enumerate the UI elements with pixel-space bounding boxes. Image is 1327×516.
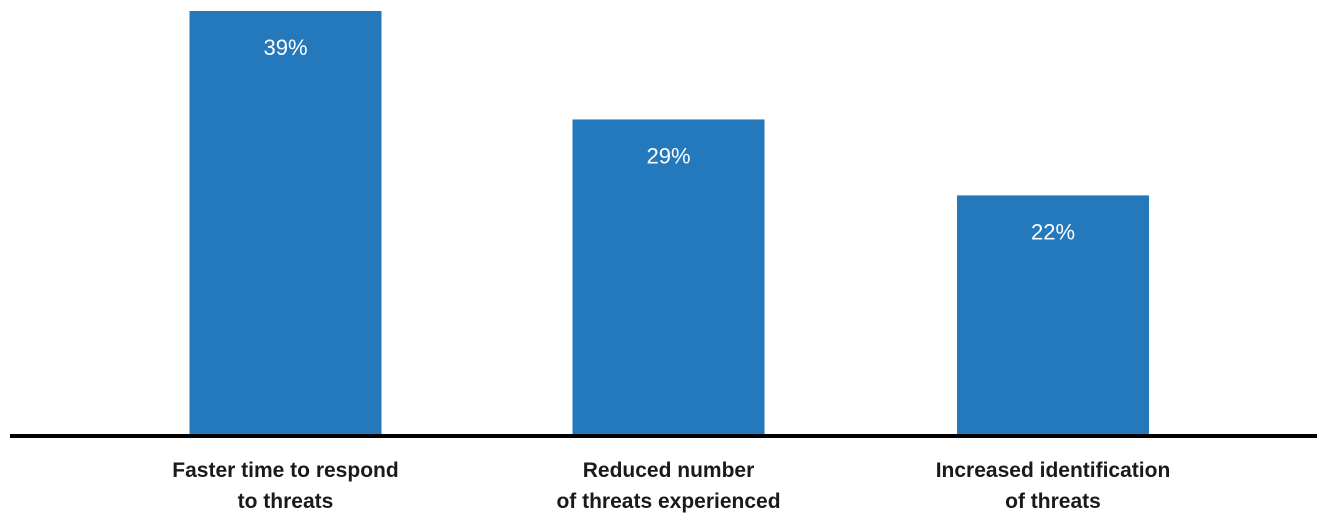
bars-group: 39% 29% 22% bbox=[189, 11, 1149, 434]
category-labels-group: Faster time to respond to threats Reduced … bbox=[172, 459, 1170, 513]
data-label-3: 22% bbox=[1031, 219, 1075, 244]
category-label-2-line-2: of threats experienced bbox=[556, 490, 780, 513]
category-label-3-line-1: Increased identification bbox=[936, 459, 1171, 482]
category-label-1-line-1: Faster time to respond bbox=[172, 459, 398, 482]
bar-3 bbox=[957, 195, 1149, 434]
data-label-1: 39% bbox=[263, 35, 307, 60]
category-label-3-line-2: of threats bbox=[1005, 490, 1101, 513]
bar-2 bbox=[572, 119, 765, 434]
category-label-1-line-2: to threats bbox=[238, 490, 334, 513]
data-label-2: 29% bbox=[646, 143, 690, 168]
category-label-2-line-1: Reduced number bbox=[583, 459, 755, 482]
bar-1 bbox=[189, 11, 382, 434]
